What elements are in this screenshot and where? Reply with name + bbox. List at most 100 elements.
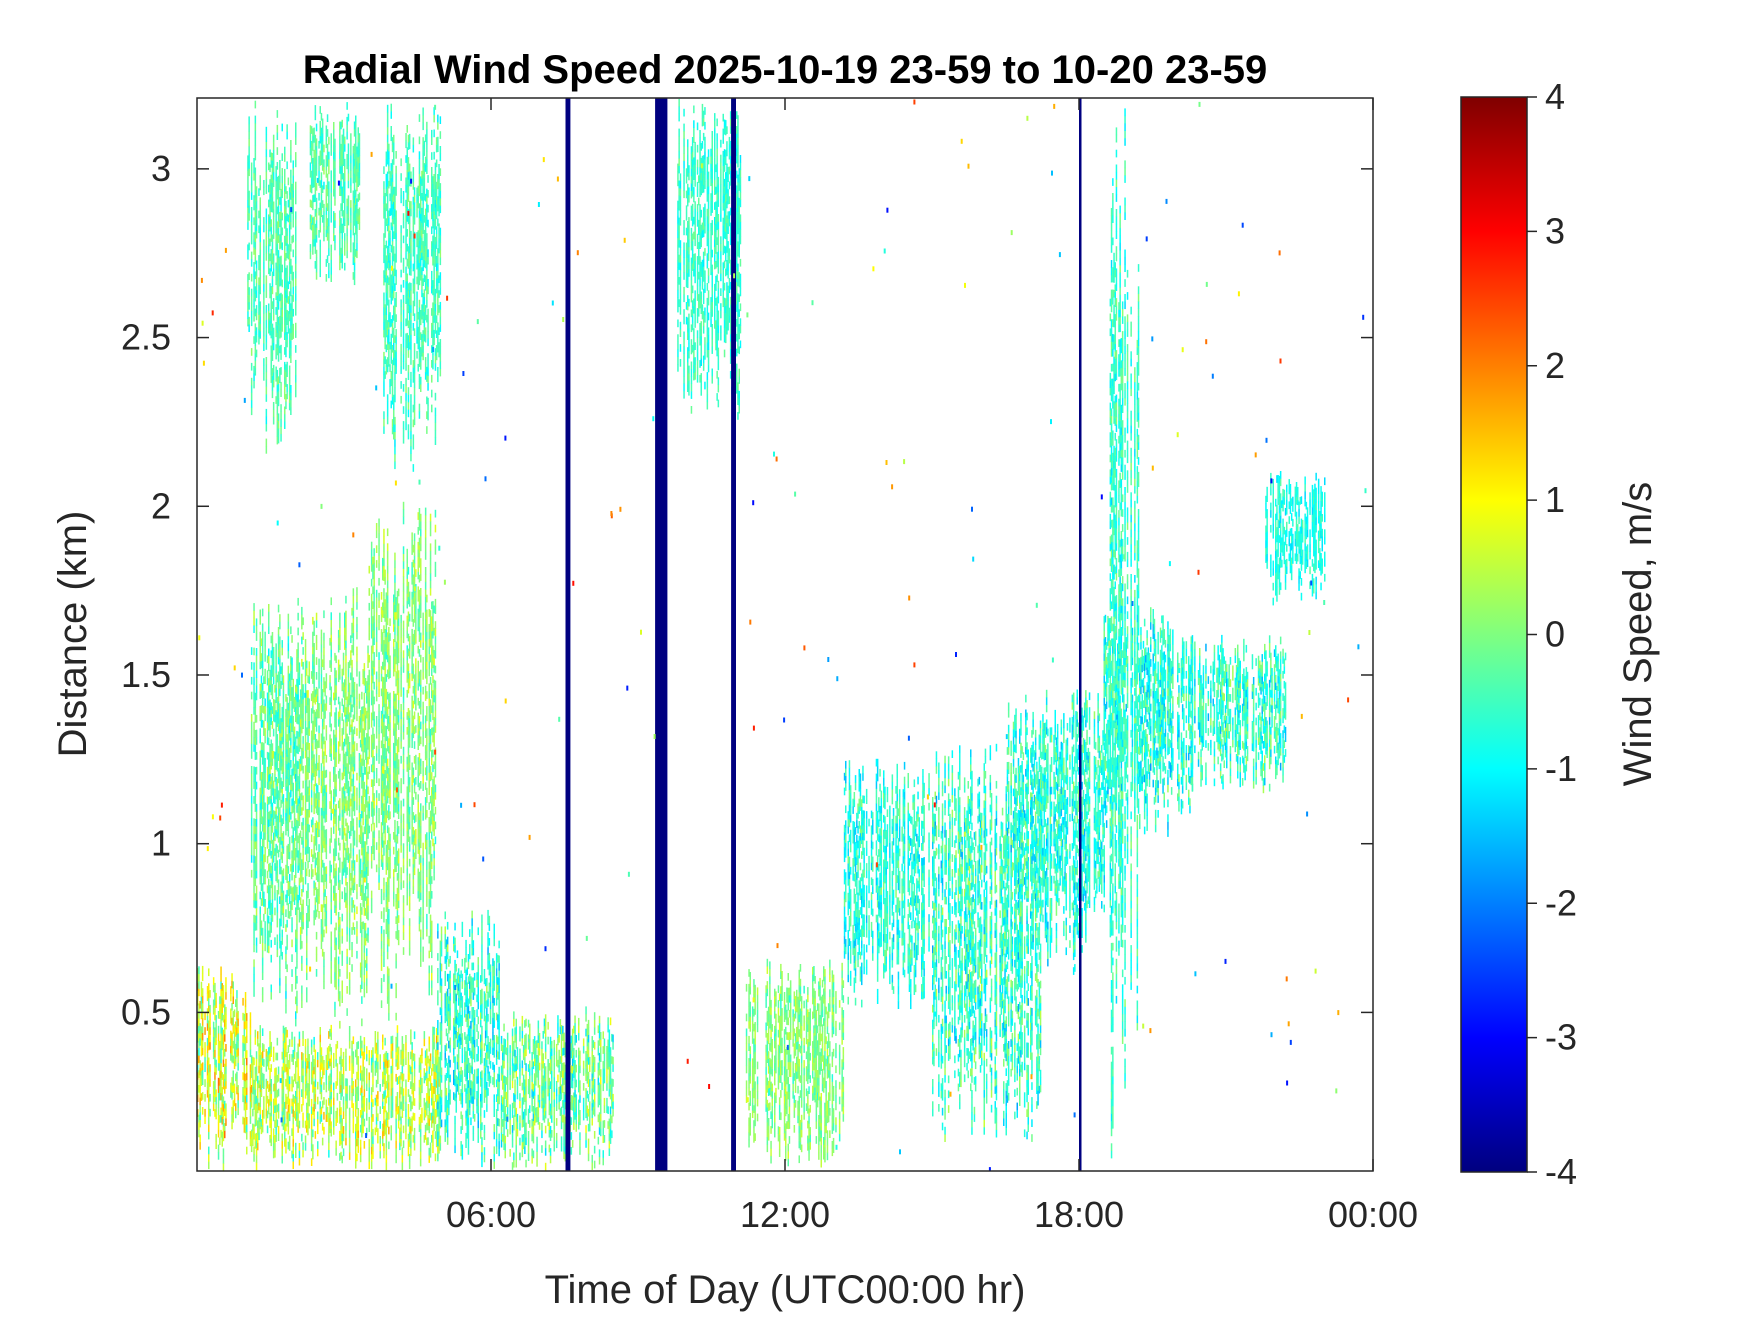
heatmap-cell [292,753,294,761]
heatmap-cell [277,604,280,613]
heatmap-cell [277,1088,280,1097]
heatmap-cell [320,703,323,712]
heatmap-cell [302,1112,304,1121]
heatmap-cell [260,772,263,780]
heatmap-cell [225,977,227,985]
heatmap-cell [396,680,399,688]
heatmap-cell [340,1114,342,1123]
heatmap-cell [287,1074,290,1083]
heatmap-cell [333,766,335,775]
heatmap-cell [330,642,332,650]
heatmap-cell [275,754,277,763]
heatmap-cell [366,948,368,956]
heatmap-cell [386,528,389,537]
heatmap-cell [352,744,355,752]
heatmap-cell [268,1054,270,1063]
heatmap-cell [323,1097,325,1105]
heatmap-cell [361,884,363,893]
heatmap-cell [209,1108,211,1117]
heatmap-cell [310,797,313,805]
heatmap-cell [385,592,388,601]
heatmap-cell [363,700,366,708]
heatmap-cell [346,837,348,846]
heatmap-cell [380,888,383,897]
heatmap-cell [282,1070,285,1078]
heatmap-cell [339,887,341,895]
heatmap-cell [255,870,258,879]
heatmap-cell [276,1037,279,1046]
heatmap-cell [323,781,325,789]
heatmap-cell [361,1085,363,1093]
heatmap-cell [217,1048,220,1056]
heatmap-cell [231,1084,233,1093]
heatmap-cell [286,942,288,950]
heatmap-cell [346,830,348,838]
heatmap-cell [324,829,326,838]
heatmap-cell [388,1104,390,1113]
heatmap-cell [232,996,234,1004]
heatmap-cell [260,786,263,795]
heatmap-cell [402,568,405,577]
heatmap-cell [290,730,292,738]
heatmap-cell [366,978,368,986]
heatmap-cell [345,692,347,700]
heatmap-cell [412,700,415,709]
heatmap-cell [330,738,332,747]
heatmap-cell [393,765,395,773]
heatmap-cell [279,844,281,852]
heatmap-cell [439,1083,442,1092]
heatmap-cell [206,1045,209,1053]
heatmap-cell [198,1070,200,1078]
heatmap-cell [287,888,290,897]
heatmap-cell [363,930,366,938]
heatmap-cell [345,870,347,879]
heatmap-cell [427,1092,429,1101]
heatmap-cell [397,603,400,612]
heatmap-cell [272,854,275,863]
heatmap-cell [358,753,361,761]
heatmap-cell [388,649,390,657]
heatmap-cell [268,752,270,761]
heatmap-cell [412,589,415,598]
heatmap-cell [253,736,255,745]
heatmap-cell [260,883,263,891]
heatmap-cell [366,1053,368,1062]
heatmap-cell [342,771,345,780]
heatmap-cell [373,659,375,668]
heatmap-cell [307,1120,309,1128]
heatmap-cell [388,812,390,821]
heatmap-cell [243,1117,246,1126]
heatmap-cell [395,1111,397,1119]
heatmap-cell [341,861,343,870]
heatmap-cell [268,1099,270,1107]
heatmap-cell [402,1058,405,1067]
heatmap-cell [282,675,285,683]
heatmap-cell [301,807,303,815]
heatmap-cell [407,767,410,776]
heatmap-cell [372,779,374,788]
heatmap-cell [277,1103,280,1112]
heatmap-cell [353,711,356,720]
heatmap-cell [396,739,399,748]
heatmap-cell [275,1082,277,1090]
heatmap-cell [285,924,287,932]
heatmap-cell [215,1059,217,1068]
heatmap-cell [368,825,370,834]
heatmap-cell [304,720,307,729]
heatmap-cell [295,818,297,826]
heatmap-cell [315,790,318,799]
heatmap-cell [233,1053,236,1062]
heatmap-cell [383,885,385,893]
heatmap-cell [373,563,375,571]
heatmap-cell [260,861,263,869]
heatmap-cell [259,839,261,848]
heatmap-cell [385,607,388,615]
heatmap-cell [323,951,325,960]
heatmap-cell [281,677,283,685]
heatmap-cell [224,1034,226,1042]
heatmap-cell [308,698,310,707]
heatmap-cell [385,770,388,779]
heatmap-cell [307,883,309,891]
heatmap-cell [279,784,281,793]
heatmap-cell [335,900,337,909]
